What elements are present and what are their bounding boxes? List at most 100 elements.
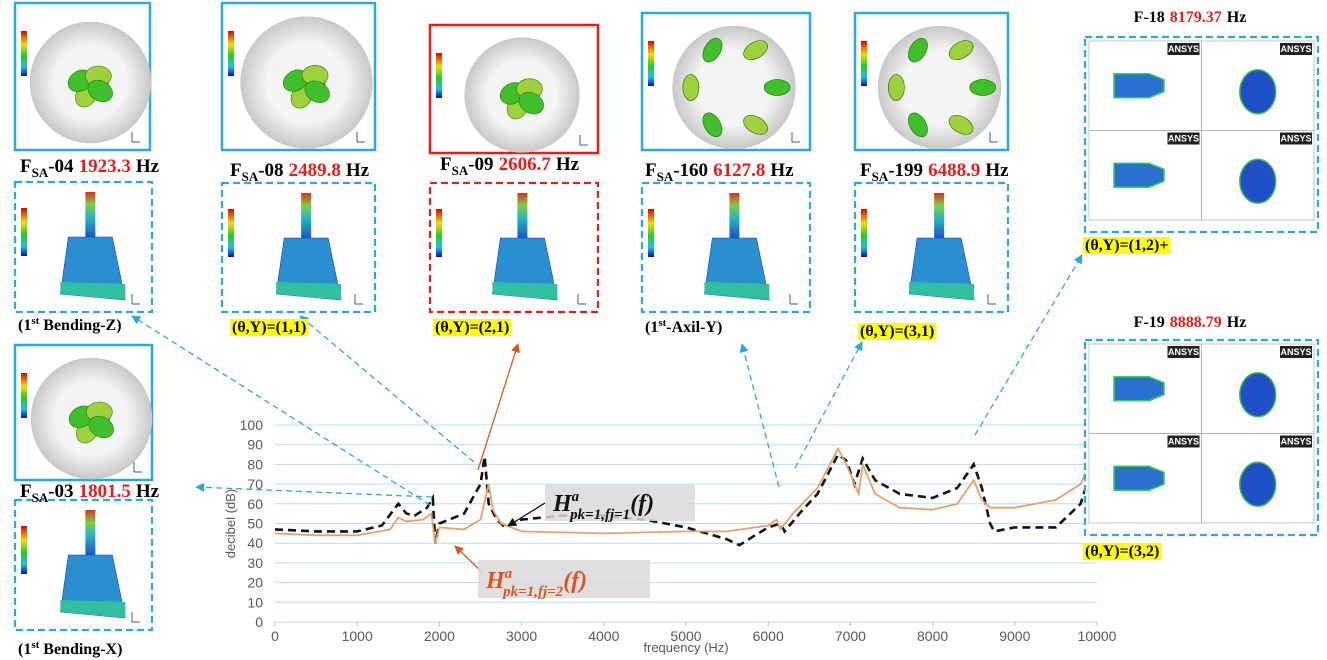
mode-sub: SA (452, 163, 469, 178)
ansys-logo: ANSYS (1280, 134, 1311, 144)
rotor-front (1240, 70, 1276, 114)
rotor-front (1240, 159, 1276, 203)
shaft (85, 192, 95, 242)
mode-frequency-label: FSA-082489.8Hz (230, 160, 370, 184)
legend-sub: pk=1,fj=1 (568, 507, 630, 523)
ansys-logo: ANSYS (1168, 134, 1199, 144)
ansys-logo: ANSYS (1168, 44, 1199, 54)
mode-unit: Hz (136, 481, 160, 502)
mode-freq: 6127.8 (713, 160, 765, 181)
mode-unit: Hz (1227, 314, 1247, 331)
mode-label-tail: Bending-Z) (39, 317, 121, 334)
mode-freq: 1801.5 (79, 481, 131, 502)
ansys-logo: ANSYS (1280, 44, 1311, 54)
mode-name: F (860, 160, 872, 181)
colorbar (21, 526, 27, 574)
y-tick-label: 30 (247, 555, 263, 571)
ansys-logo: ANSYS (1280, 347, 1311, 357)
colorbar (21, 31, 27, 76)
mode-sub: SA (242, 169, 259, 184)
figure: 0102030405060708090100010002000300040005… (0, 0, 1327, 660)
mode-name: F (645, 160, 657, 181)
mode-unit: Hz (136, 156, 160, 177)
y-tick-label: 40 (247, 535, 263, 551)
ansys-logo: ANSYS (1280, 437, 1311, 447)
legend-sup: a (505, 566, 513, 582)
mode-freq: 8888.79 (1170, 314, 1222, 331)
pressure-lobe (970, 80, 996, 96)
rotor-side (1114, 74, 1164, 98)
mode-label-tail: Bending-X) (39, 641, 122, 658)
mode-shape-label: (θ,Y)=(3,1) (860, 323, 934, 340)
mode-label: (θ,Y)=(2,1) (435, 319, 509, 336)
mode-frequency-label: F-198888.79Hz (1134, 314, 1247, 331)
legend-tail: (f) (563, 568, 587, 594)
mode-freq: 8179.37 (1170, 9, 1222, 26)
mode-shape-label: (1st-Axil-Y) (645, 317, 722, 336)
colorbar (228, 209, 234, 257)
structural-mode-image (15, 182, 152, 312)
mode-frequency-label: FSA-031801.5Hz (20, 481, 160, 505)
x-tick-label: 8000 (917, 628, 948, 644)
x-tick-label: 6000 (753, 628, 784, 644)
acoustic-mode-image (15, 345, 152, 480)
mode-shape-label: (1st Bending-Z) (18, 315, 122, 334)
mode-unit: Hz (1227, 9, 1247, 26)
mode-sub: SA (872, 169, 889, 184)
mode-label: (θ,Y)=(3,1) (860, 323, 934, 340)
y-tick-label: 80 (247, 456, 263, 472)
mode-sub: SA (32, 490, 49, 505)
mode-frequency-label: F-188179.37Hz (1134, 9, 1247, 26)
x-tick-label: 2000 (424, 628, 455, 644)
mode-id: -160 (673, 160, 708, 181)
structural-mode-image (642, 183, 810, 312)
arrow (742, 344, 779, 487)
legend-sup: a (572, 489, 580, 505)
shaft (301, 193, 311, 243)
mode-label-tail: -Axil-Y) (666, 319, 722, 336)
arrow (478, 344, 518, 470)
mode-label: (θ,Y)=(3,2) (1085, 543, 1159, 560)
arrow (455, 546, 482, 572)
rotor-side (1114, 163, 1164, 187)
x-tick-label: 3000 (506, 628, 537, 644)
x-tick-label: 0 (271, 628, 279, 644)
mode-frequency-label: FSA-041923.3Hz (20, 156, 160, 180)
mode-frequency-label: FSA-092606.7Hz (440, 154, 580, 178)
rotor-side (1114, 466, 1164, 490)
structural-mode-image (855, 183, 1008, 312)
y-tick-label: 0 (255, 614, 263, 630)
x-tick-label: 9000 (999, 628, 1030, 644)
colorbar (648, 209, 654, 257)
mode-unit: Hz (770, 160, 794, 181)
acoustic-mode-image (642, 13, 810, 150)
mode-name: F (20, 156, 32, 177)
legend-sub: pk=1,fj=2 (501, 584, 564, 600)
y-tick-label: 90 (247, 437, 263, 453)
y-tick-label: 100 (240, 417, 264, 433)
mode-unit: Hz (346, 160, 370, 181)
mode-shape-label: (1st Bending-X) (18, 639, 122, 658)
y-axis-label: decibel (dB) (223, 489, 238, 558)
mode-id: -03 (48, 481, 73, 502)
acoustic-mode-image (222, 3, 375, 150)
x-tick-label: 4000 (588, 628, 619, 644)
pressure-lobe (683, 75, 699, 101)
y-tick-label: 10 (247, 594, 263, 610)
structural-mode-image (15, 500, 152, 630)
mode-label: (1 (645, 319, 658, 336)
colorbar (648, 41, 654, 86)
colorbar (21, 373, 27, 418)
shaft (85, 510, 95, 560)
mode-id: -199 (888, 160, 923, 181)
pressure-lobe (764, 80, 790, 96)
acoustic-mode-image (430, 25, 598, 153)
mode-freq: 2606.7 (499, 154, 552, 175)
mode-id: -09 (468, 154, 493, 175)
shaft (729, 193, 739, 243)
y-tick-label: 60 (247, 496, 263, 512)
